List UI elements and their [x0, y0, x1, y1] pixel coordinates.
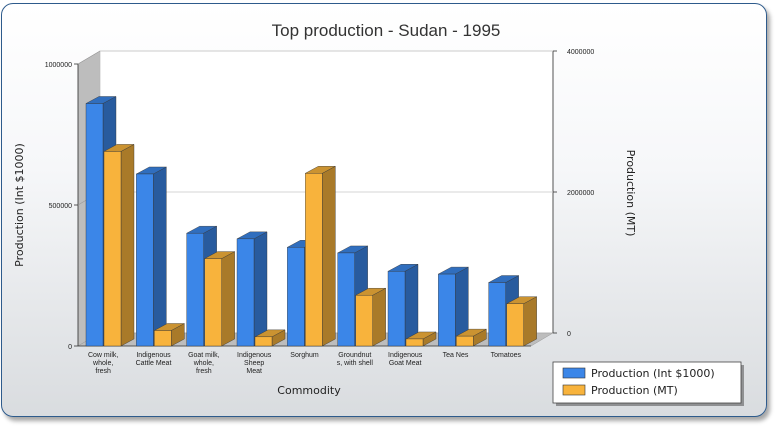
legend-label-mt: Production (MT): [591, 384, 678, 397]
y2-tick-label: 4000000: [567, 49, 594, 56]
bar-mt-8: [506, 296, 537, 347]
legend: Production (Int $1000) Production (MT): [552, 361, 744, 406]
y2-axis-title: Production (MT): [624, 150, 637, 237]
bar-mt-2: [204, 251, 235, 347]
category-label: Tomatoes: [491, 352, 522, 359]
category-label: fresh: [196, 368, 212, 375]
bar-mt-7: [456, 328, 487, 347]
category-label: Goat Meat: [389, 360, 422, 367]
bar-mt-1: [154, 323, 185, 347]
bar-mt-6: [405, 331, 437, 347]
bar-mt-4: [305, 165, 336, 347]
category-label: Indigenous: [136, 352, 171, 359]
category-label: Meat: [246, 368, 262, 375]
category-label: Cow milk,: [88, 352, 118, 359]
category-label: whole,: [92, 360, 113, 367]
tick-labels: 0 500000 1000000 0 2000000 4000000: [45, 49, 595, 351]
category-label: Sorghum: [290, 352, 319, 359]
category-label: Groundnut: [338, 352, 371, 359]
category-label: fresh: [95, 368, 111, 375]
bar-mt-5: [355, 287, 386, 347]
y-tick-label: 500000: [49, 203, 72, 210]
bar-int-6: [387, 263, 419, 347]
legend-swatch-int: [562, 367, 586, 379]
y2-tick-label: 2000000: [567, 190, 594, 197]
category-label: whole,: [193, 360, 214, 367]
chart-title: Top production - Sudan - 1995: [272, 21, 501, 40]
category-label: Cattle Meat: [136, 360, 172, 367]
category-label: Sheep: [244, 360, 264, 367]
bar-mt-3: [254, 329, 286, 347]
bars: [85, 96, 537, 347]
bar-mt-0: [103, 144, 135, 347]
bar-int-1: [136, 166, 167, 347]
y-axis-title: Production (Int $1000): [13, 143, 26, 267]
y-tick-label: 0: [68, 344, 72, 351]
y2-tick-label: 0: [567, 331, 571, 338]
bar-int-3: [236, 231, 268, 347]
category-label: Indigenous: [388, 352, 423, 359]
x-axis-title: Commodity: [277, 384, 341, 397]
legend-swatch-mt: [562, 384, 586, 396]
legend-label-int: Production (Int $1000): [591, 367, 715, 380]
category-label: s, with shell: [337, 360, 374, 367]
category-label: Tea Nes: [443, 352, 469, 359]
category-label: Goat milk,: [188, 352, 220, 359]
category-label: Indigenous: [237, 352, 272, 359]
y-tick-label: 1000000: [45, 62, 72, 69]
